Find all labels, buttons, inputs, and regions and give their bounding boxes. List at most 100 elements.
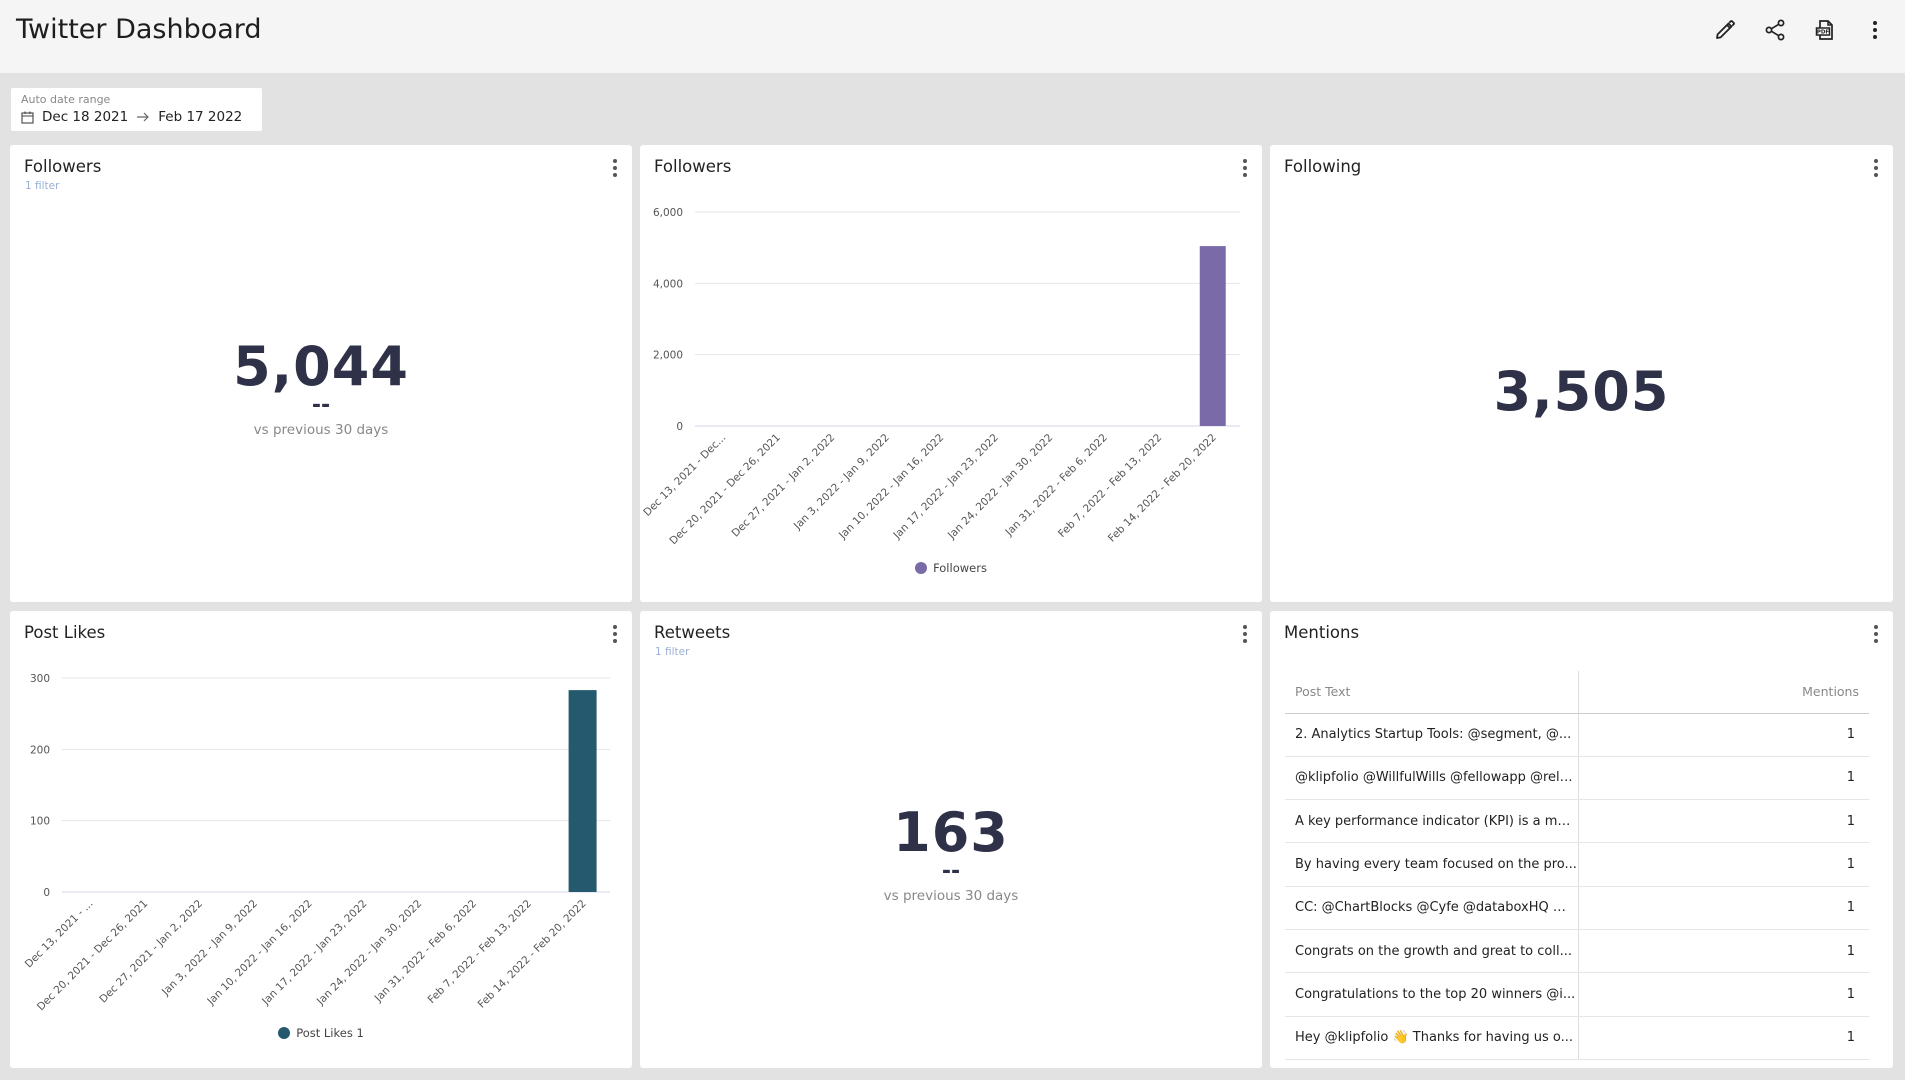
- bar[interactable]: [568, 690, 597, 892]
- x-tick-label: Jan 3, 2022 - Jan 9, 2022: [791, 432, 892, 533]
- y-tick-label: 0: [676, 421, 683, 433]
- card-menu-icon[interactable]: [1242, 625, 1248, 645]
- card-menu-icon[interactable]: [1873, 159, 1879, 179]
- more-vertical-icon[interactable]: [1863, 18, 1887, 42]
- mentions-table-card: Mentions Post Text Mentions 2. Analytics…: [1270, 611, 1893, 1068]
- x-tick-label: Jan 17, 2022 - Jan 23, 2022: [259, 898, 369, 1008]
- mentions-table: Post Text Mentions 2. Analytics Startup …: [1285, 671, 1869, 1060]
- card-title: Followers: [24, 157, 102, 176]
- x-tick-label: Jan 24, 2022 - Jan 30, 2022: [945, 432, 1055, 542]
- table-row[interactable]: Congrats on the growth and great to coll…: [1285, 929, 1869, 974]
- card-title: Mentions: [1284, 623, 1360, 642]
- mentions-count-cell: 1: [1578, 929, 1869, 974]
- metric-comparison: vs previous 30 days: [883, 888, 1019, 904]
- post-likes-chart-card: Post Likes 0 100 200 300 Dec 13, 2021 - ... D…: [10, 611, 632, 1068]
- x-tick-label: Feb 7, 2022 - Feb 13, 2022: [1056, 432, 1164, 540]
- retweets-metric-card: Retweets 1 filter 163 -- vs previous 30 …: [640, 611, 1262, 1068]
- header-actions: PDF: [1713, 18, 1887, 42]
- card-menu-icon[interactable]: [612, 625, 618, 645]
- calendar-icon: [21, 111, 34, 124]
- date-range-start: Dec 18 2021: [42, 109, 129, 125]
- table-row[interactable]: Congratulations to the top 20 winners @i…: [1285, 972, 1869, 1017]
- card-menu-icon[interactable]: [1873, 625, 1879, 645]
- table-row[interactable]: @klipfolio @WillfulWills @fellowapp @rel…: [1285, 756, 1869, 801]
- date-range-picker[interactable]: Auto date range Dec 18 2021 Feb 17 2022: [11, 88, 262, 131]
- arrow-right-icon: [137, 112, 150, 122]
- top-bar: Twitter Dashboard PDF: [0, 0, 1905, 73]
- metric-delta: --: [311, 393, 331, 418]
- table-row[interactable]: CC: @ChartBlocks @Cyfe @databoxHQ @... 1: [1285, 886, 1869, 930]
- mentions-count-cell: 1: [1578, 713, 1869, 757]
- card-filter-count[interactable]: 1 filter: [655, 646, 690, 658]
- post-text-cell: 2. Analytics Startup Tools: @segment, @.…: [1285, 713, 1579, 757]
- card-menu-icon[interactable]: [1242, 159, 1248, 179]
- x-tick-label: Dec 27, 2021 - Jan 2, 2022: [97, 898, 205, 1006]
- metric-value: 163: [893, 801, 1009, 864]
- post-text-cell: A key performance indicator (KPI) is a m…: [1285, 799, 1579, 844]
- y-tick-label: 2,000: [653, 350, 683, 362]
- card-menu-icon[interactable]: [612, 159, 618, 179]
- dashboard-title: Twitter Dashboard: [16, 14, 262, 45]
- followers-metric-card: Followers 1 filter 5,044 -- vs previous …: [10, 145, 632, 602]
- svg-text:PDF: PDF: [1817, 30, 1830, 36]
- metric-value: 3,505: [1493, 360, 1670, 423]
- table-row[interactable]: By having every team focused on the pro.…: [1285, 842, 1869, 887]
- mentions-count-cell: 1: [1578, 842, 1869, 887]
- y-tick-label: 200: [30, 744, 50, 756]
- post-text-cell: Congrats on the growth and great to coll…: [1285, 929, 1579, 974]
- legend-label: Post Likes 1: [296, 1026, 364, 1040]
- y-tick-label: 4,000: [653, 278, 683, 290]
- column-header-mentions[interactable]: Mentions: [1578, 671, 1869, 714]
- y-tick-label: 6,000: [653, 207, 683, 219]
- y-tick-label: 100: [30, 816, 50, 828]
- legend-label: Followers: [933, 561, 987, 575]
- table-header-row: Post Text Mentions: [1285, 671, 1869, 714]
- x-tick-label: Jan 24, 2022 - Jan 30, 2022: [314, 898, 424, 1008]
- x-tick-label: Jan 3, 2022 - Jan 9, 2022: [159, 898, 260, 999]
- metric-comparison: vs previous 30 days: [253, 422, 389, 438]
- followers-chart-card: Followers 0 2,000 4,000 6,000 Dec 13, 2021 -…: [640, 145, 1262, 602]
- card-title: Following: [1284, 157, 1362, 176]
- post-text-cell: Hey @klipfolio 👋 Thanks for having us o.…: [1285, 1016, 1579, 1060]
- x-tick-label: Feb 14, 2022 - Feb 20, 2022: [1106, 432, 1219, 545]
- metric-delta: --: [941, 859, 961, 884]
- table-row[interactable]: Hey @klipfolio 👋 Thanks for having us o.…: [1285, 1016, 1869, 1060]
- chart-legend: Post Likes 1: [10, 1026, 632, 1040]
- share-icon[interactable]: [1763, 18, 1787, 42]
- chart-legend: Followers: [640, 561, 1262, 575]
- x-tick-label: Jan 10, 2022 - Jan 16, 2022: [204, 898, 314, 1008]
- mentions-count-cell: 1: [1578, 756, 1869, 801]
- x-tick-label: Jan 31, 2022 - Feb 6, 2022: [372, 898, 479, 1005]
- y-tick-label: 0: [43, 887, 50, 899]
- card-filter-count[interactable]: 1 filter: [25, 180, 60, 192]
- mentions-count-cell: 1: [1578, 886, 1869, 930]
- y-tick-label: 300: [30, 673, 50, 685]
- table-row[interactable]: A key performance indicator (KPI) is a m…: [1285, 799, 1869, 844]
- date-range-label: Auto date range: [21, 93, 111, 106]
- table-row[interactable]: 2. Analytics Startup Tools: @segment, @.…: [1285, 713, 1869, 757]
- post-text-cell: @klipfolio @WillfulWills @fellowapp @rel…: [1285, 756, 1579, 801]
- legend-swatch: [915, 562, 928, 574]
- edit-icon[interactable]: [1713, 18, 1737, 42]
- post-text-cell: By having every team focused on the pro.…: [1285, 842, 1579, 887]
- x-tick-label: Dec 20, 2021 - Dec 26, 2021: [667, 432, 782, 547]
- pdf-export-icon[interactable]: PDF: [1813, 18, 1837, 42]
- x-tick-label: Dec 20, 2021 - Dec 26, 2021: [35, 898, 150, 1013]
- following-metric-card: Following 3,505: [1270, 145, 1893, 602]
- post-text-cell: Congratulations to the top 20 winners @i…: [1285, 972, 1579, 1017]
- legend-swatch: [278, 1027, 291, 1039]
- x-tick-label: Jan 31, 2022 - Feb 6, 2022: [1003, 432, 1110, 539]
- mentions-count-cell: 1: [1578, 799, 1869, 844]
- post-text-cell: CC: @ChartBlocks @Cyfe @databoxHQ @...: [1285, 886, 1579, 930]
- x-tick-label: Feb 7, 2022 - Feb 13, 2022: [426, 898, 534, 1006]
- mentions-count-cell: 1: [1578, 1016, 1869, 1060]
- bar[interactable]: [1199, 246, 1226, 426]
- card-title: Followers: [654, 157, 732, 176]
- column-header-post-text[interactable]: Post Text: [1285, 671, 1579, 714]
- metric-value: 5,044: [233, 335, 409, 398]
- mentions-count-cell: 1: [1578, 972, 1869, 1017]
- card-title: Retweets: [654, 623, 731, 642]
- x-tick-label: Jan 10, 2022 - Jan 16, 2022: [836, 432, 946, 542]
